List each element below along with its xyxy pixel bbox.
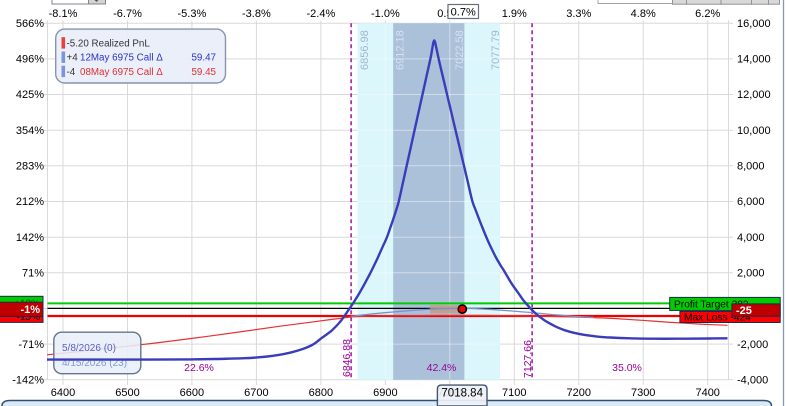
- svg-text:496%: 496%: [16, 54, 44, 66]
- svg-text:5/8/2026 (0): 5/8/2026 (0): [62, 343, 116, 354]
- svg-text:10,000: 10,000: [737, 125, 771, 137]
- svg-text:4.8%: 4.8%: [631, 8, 656, 20]
- svg-text:7077.79: 7077.79: [490, 30, 502, 70]
- svg-text:-1%: -1%: [20, 304, 40, 316]
- svg-text:6.2%: 6.2%: [695, 8, 720, 20]
- svg-text:7018.84: 7018.84: [441, 387, 483, 399]
- svg-text:14,000: 14,000: [737, 54, 771, 66]
- svg-text:+4: +4: [67, 53, 79, 64]
- svg-text:59.47: 59.47: [191, 53, 216, 64]
- svg-text:-5.3%: -5.3%: [178, 8, 207, 20]
- svg-text:7100: 7100: [502, 387, 526, 399]
- svg-text:354%: 354%: [16, 125, 44, 137]
- svg-text:71%: 71%: [22, 268, 44, 280]
- svg-text:-2,000: -2,000: [737, 339, 768, 351]
- svg-text:7300: 7300: [631, 387, 655, 399]
- svg-text:-8.1%: -8.1%: [49, 8, 78, 20]
- svg-text:6700: 6700: [244, 387, 268, 399]
- svg-text:4/15/2026 (23): 4/15/2026 (23): [62, 358, 127, 369]
- svg-text:6800: 6800: [309, 387, 333, 399]
- svg-text:8,000: 8,000: [737, 161, 765, 173]
- svg-text:59.45: 59.45: [191, 67, 216, 78]
- svg-text:Profit Target 282: Profit Target 282: [674, 300, 749, 311]
- svg-text:4,000: 4,000: [737, 232, 765, 244]
- svg-text:-15%: -15%: [17, 312, 40, 323]
- svg-text:6400: 6400: [51, 387, 75, 399]
- svg-text:12May 6975 Call Δ: 12May 6975 Call Δ: [80, 53, 163, 64]
- svg-text:22.6%: 22.6%: [184, 362, 214, 374]
- svg-text:7127.66: 7127.66: [522, 340, 534, 378]
- svg-text:-142%: -142%: [12, 375, 44, 387]
- svg-text:-25: -25: [736, 305, 752, 317]
- svg-text:0.7%: 0.7%: [451, 7, 476, 19]
- svg-text:3.3%: 3.3%: [566, 8, 591, 20]
- svg-text:35.0%: 35.0%: [612, 362, 642, 374]
- svg-text:-71%: -71%: [18, 339, 44, 351]
- svg-text:142%: 142%: [16, 232, 44, 244]
- svg-text:6912.18: 6912.18: [395, 30, 407, 70]
- svg-text:212%: 212%: [16, 196, 44, 208]
- svg-text:7200: 7200: [567, 387, 591, 399]
- svg-text:-2.4%: -2.4%: [307, 8, 336, 20]
- svg-text:6856.98: 6856.98: [359, 30, 371, 70]
- svg-text:6,000: 6,000: [737, 196, 765, 208]
- svg-text:6900: 6900: [373, 387, 397, 399]
- svg-text:566%: 566%: [16, 18, 44, 30]
- svg-text:7400: 7400: [695, 387, 719, 399]
- svg-text:12,000: 12,000: [737, 89, 771, 101]
- svg-text:2,000: 2,000: [737, 268, 765, 280]
- svg-text:-1.0%: -1.0%: [371, 8, 400, 20]
- svg-text:-4: -4: [67, 67, 76, 78]
- svg-text:6600: 6600: [180, 387, 204, 399]
- svg-text:-6.7%: -6.7%: [113, 8, 142, 20]
- svg-text:425%: 425%: [16, 89, 44, 101]
- svg-text:-3.8%: -3.8%: [242, 8, 271, 20]
- svg-text:-4,000: -4,000: [737, 375, 768, 387]
- svg-text:Max Loss -424: Max Loss -424: [684, 313, 751, 324]
- svg-text:6846.88: 6846.88: [341, 339, 353, 377]
- svg-text:-5.20 Realized PnL: -5.20 Realized PnL: [67, 38, 151, 49]
- svg-text:42.4%: 42.4%: [427, 362, 457, 374]
- svg-text:08May 6975 Call Δ: 08May 6975 Call Δ: [80, 67, 163, 78]
- svg-text:1.9%: 1.9%: [502, 8, 527, 20]
- svg-text:283%: 283%: [16, 161, 44, 173]
- svg-text:6500: 6500: [115, 387, 139, 399]
- svg-text:16,000: 16,000: [737, 18, 771, 30]
- svg-text:7022.58: 7022.58: [454, 30, 466, 70]
